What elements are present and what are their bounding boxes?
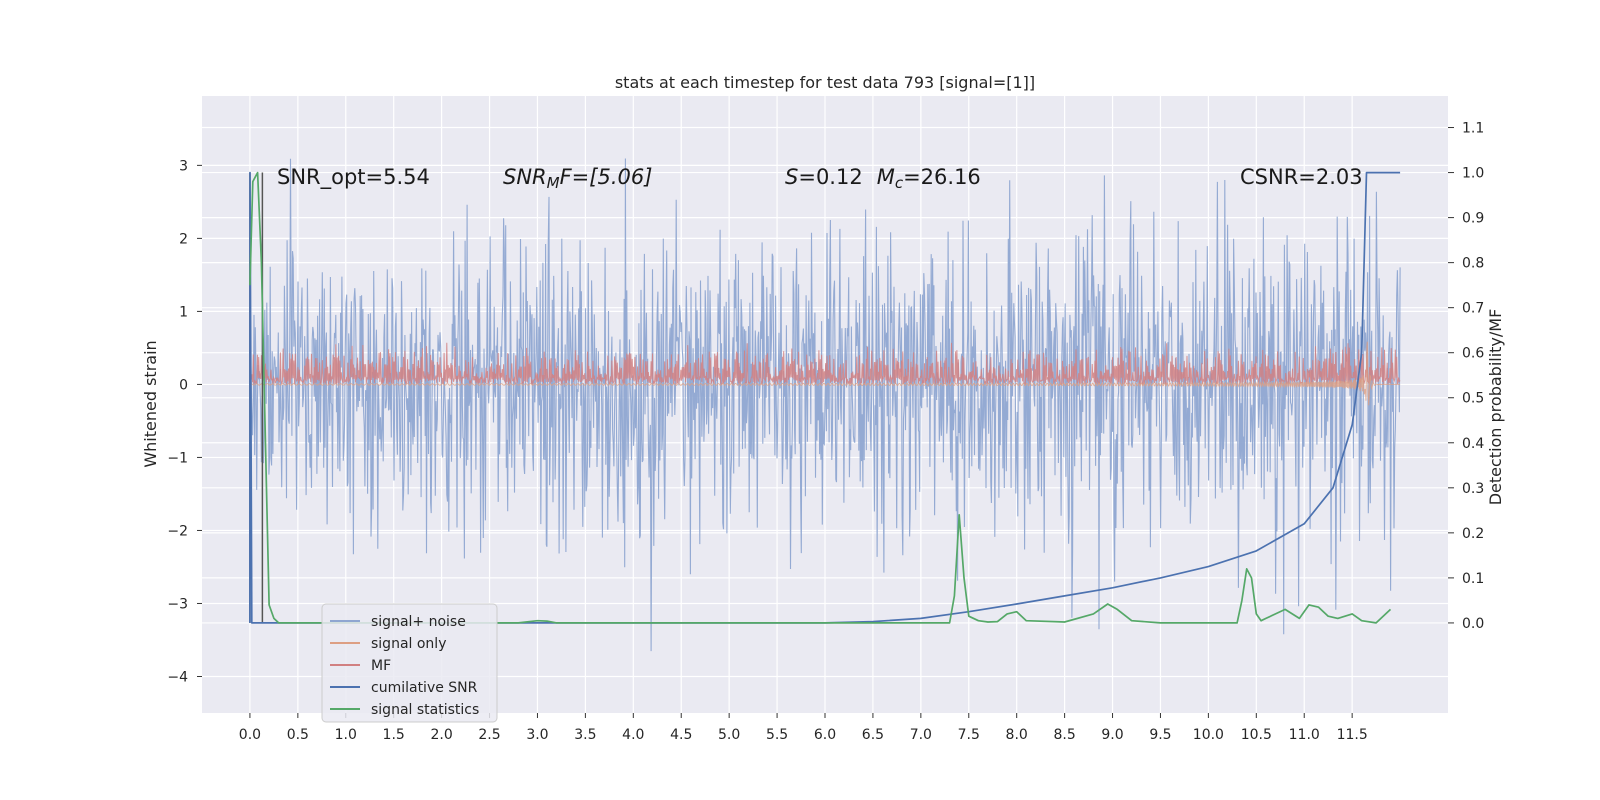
- annotation-snr-mf-sub: M: [547, 174, 560, 192]
- y-right-tick-labels: 1.1 1.0 0.9 0.8 0.7 0.6 0.5 0.4 0.3 0.2 0.1 0.0: [1448, 121, 1484, 632]
- series-signal-only: [249, 341, 1401, 406]
- x-tick-label: 0.0: [239, 727, 261, 743]
- x-tick-label: 1.5: [383, 727, 405, 743]
- x-tick-label: 2.5: [478, 727, 500, 743]
- y-right-tick-label: 1.0: [1462, 166, 1484, 182]
- x-tick-label: 10.5: [1241, 727, 1272, 743]
- x-tick-label: 9.5: [1149, 727, 1171, 743]
- y-right-tick-label: 0.1: [1462, 571, 1484, 587]
- x-tick-label: 6.5: [862, 727, 884, 743]
- y-right-tick-label: 0.6: [1462, 346, 1484, 362]
- legend-item-label: signal only: [371, 636, 446, 652]
- legend-item-label: MF: [371, 658, 391, 674]
- x-tick-label: 10.0: [1193, 727, 1224, 743]
- legend-item-label: signal+ noise: [371, 614, 466, 630]
- x-tick-label: 3.0: [526, 727, 548, 743]
- y-right-tick-label: 0.9: [1462, 211, 1484, 227]
- series-layer: [249, 158, 1401, 652]
- y-right-tick-label: 0.3: [1462, 481, 1484, 497]
- series-signal-noise: [249, 158, 1401, 652]
- y-right-tick-label: 0.8: [1462, 256, 1484, 272]
- legend-item-label: signal statistics: [371, 702, 479, 718]
- legend: signal+ noise signal only MF cumilative SNR…: [321, 603, 498, 723]
- y-right-tick-label: 0.0: [1462, 616, 1484, 632]
- x-tick-labels: 0.0 0.5 1.0 1.5 2.0 2.5 3.0 3.5 4.0 4.5 5.0 5.5 6.0 6…: [239, 713, 1368, 743]
- x-tick-label: 0.5: [287, 727, 309, 743]
- annotation-snr-mf: SNRMF=[5.06]: [503, 165, 652, 192]
- y-left-tick-label: −2: [167, 523, 188, 539]
- annotation-s-rest: =0.12: [798, 165, 862, 189]
- y-right-tick-label: 0.4: [1462, 436, 1484, 452]
- y-left-tick-label: 3: [179, 158, 188, 174]
- x-tick-label: 8.0: [1006, 727, 1028, 743]
- annotation-snr-mf-rest: F=[5.06]: [560, 165, 653, 189]
- legend-box: [321, 603, 498, 723]
- x-tick-label: 1.0: [335, 727, 357, 743]
- y-left-tick-label: 0: [179, 377, 188, 393]
- x-tick-label: 4.0: [622, 727, 644, 743]
- x-tick-label: 2.0: [430, 727, 452, 743]
- x-tick-label: 7.0: [910, 727, 932, 743]
- annotation-mc-sub: c: [895, 174, 904, 192]
- annotation-s-var: S: [785, 165, 798, 189]
- grid-lines: [202, 96, 1448, 713]
- series-mf: [249, 342, 1401, 386]
- y-left-tick-label: −3: [167, 596, 188, 612]
- y-right-tick-label: 0.5: [1462, 391, 1484, 407]
- x-tick-label: 11.0: [1289, 727, 1320, 743]
- y-left-tick-label: 2: [179, 231, 188, 247]
- annotation-s-mc: S=0.12 Mc=26.16: [785, 165, 981, 192]
- x-tick-label: 9.0: [1101, 727, 1123, 743]
- x-tick-label: 6.0: [814, 727, 836, 743]
- x-tick-label: 7.5: [958, 727, 980, 743]
- legend-item-label: cumilative SNR: [371, 680, 478, 696]
- x-tick-label: 11.5: [1337, 727, 1368, 743]
- chart-title: stats at each timestep for test data 793…: [615, 73, 1035, 92]
- annotation-snr-mf-main: SNR: [503, 165, 547, 189]
- x-tick-label: 8.5: [1053, 727, 1075, 743]
- y-left-tick-label: −1: [167, 450, 188, 466]
- x-tick-label: 5.0: [718, 727, 740, 743]
- annotation-mc-var: M: [877, 165, 895, 189]
- x-tick-label: 5.5: [766, 727, 788, 743]
- annotation-mc-rest: =26.16: [903, 165, 981, 189]
- y-axis-label-right: Detection probability/MF: [1486, 309, 1505, 506]
- x-tick-label: 3.5: [574, 727, 596, 743]
- y-left-tick-labels: 3 2 1 0 −1 −2 −3 −4: [167, 158, 202, 685]
- y-left-tick-label: 1: [179, 304, 188, 320]
- x-tick-label: 4.5: [670, 727, 692, 743]
- y-axis-label-left: Whitened strain: [141, 340, 160, 467]
- y-right-tick-label: 0.7: [1462, 301, 1484, 317]
- annotation-snr-opt: SNR_opt=5.54: [277, 165, 430, 190]
- y-right-tick-label: 0.2: [1462, 526, 1484, 542]
- y-left-tick-label: −4: [167, 669, 188, 685]
- y-right-tick-label: 1.1: [1462, 121, 1484, 137]
- annotation-csnr: CSNR=2.03: [1240, 165, 1363, 189]
